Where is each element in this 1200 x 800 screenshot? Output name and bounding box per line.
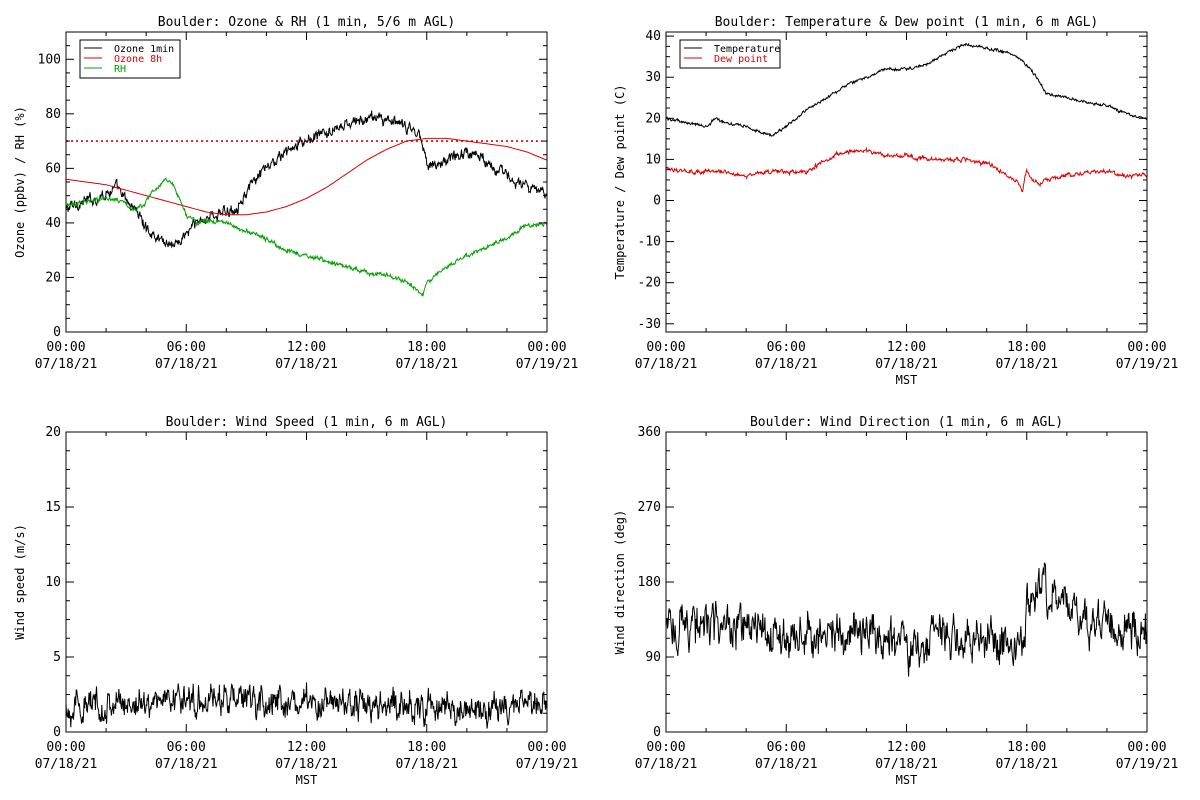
x-tick-date: 07/18/21	[755, 757, 818, 772]
y-tick-label: 0	[53, 325, 61, 340]
series-line-1	[66, 110, 547, 249]
legend-box	[79, 39, 181, 79]
x-tick-time: 00:00	[1127, 740, 1166, 755]
y-tick-label: 10	[645, 152, 661, 167]
x-tick-time: 12:00	[287, 740, 326, 755]
x-tick-time: 00:00	[527, 340, 566, 355]
x-tick-date: 07/18/21	[155, 357, 218, 372]
x-tick-date: 07/18/21	[635, 757, 698, 772]
legend-label: Dew point	[714, 54, 768, 65]
x-tick-date: 07/19/21	[1116, 757, 1179, 772]
x-tick-date: 07/18/21	[395, 757, 458, 772]
chart-panel-3: Boulder: Wind Speed (1 min, 6 m AGL) 0 5 10…	[13, 415, 578, 787]
plot-frame	[665, 431, 1148, 733]
chart-panel-2: Boulder: Temperature & Dew point (1 min,…	[613, 15, 1178, 387]
x-tick-time: 00:00	[646, 340, 685, 355]
x-tick-time: 06:00	[167, 340, 206, 355]
x-tick-time: 12:00	[287, 340, 326, 355]
y-tick-label: 10	[45, 575, 61, 590]
series-line-1	[666, 562, 1147, 677]
x-tick-time: 06:00	[167, 740, 206, 755]
x-tick-date: 07/18/21	[875, 357, 938, 372]
x-tick-date: 07/18/21	[995, 757, 1058, 772]
y-tick-label: 100	[38, 52, 61, 67]
chart-title: Boulder: Wind Speed (1 min, 6 m AGL)	[166, 415, 448, 430]
y-tick-label: 0	[53, 725, 61, 740]
chart-title: Boulder: Wind Direction (1 min, 6 m AGL)	[750, 415, 1063, 430]
y-tick-label: 20	[45, 425, 61, 440]
plot-frame	[665, 31, 1148, 333]
series-line-1	[66, 682, 547, 729]
y-tick-label: 0	[653, 725, 661, 740]
x-tick-date: 07/19/21	[516, 357, 579, 372]
x-tick-time: 12:00	[887, 740, 926, 755]
y-tick-label: 40	[45, 216, 61, 231]
x-tick-date: 07/18/21	[35, 757, 98, 772]
legend-label: RH	[114, 64, 126, 75]
x-tick-date: 07/18/21	[755, 357, 818, 372]
legend-box	[679, 39, 781, 69]
x-tick-date: 07/18/21	[875, 757, 938, 772]
x-tick-date: 07/18/21	[995, 357, 1058, 372]
chart-title: Boulder: Temperature & Dew point (1 min,…	[715, 15, 1099, 30]
chart-title: Boulder: Ozone & RH (1 min, 5/6 m AGL)	[158, 15, 455, 30]
x-tick-time: 00:00	[527, 740, 566, 755]
x-tick-time: 18:00	[407, 340, 446, 355]
y-axis-label: Ozone (ppbv) / RH (%)	[13, 106, 27, 258]
x-axis-label: MST	[896, 373, 918, 387]
y-tick-label: 30	[645, 70, 661, 85]
y-tick-label: 80	[45, 107, 61, 122]
x-tick-time: 00:00	[46, 740, 85, 755]
x-tick-date: 07/19/21	[1116, 357, 1179, 372]
x-tick-time: 18:00	[1007, 740, 1046, 755]
y-tick-label: 15	[45, 500, 61, 515]
y-tick-label: -30	[638, 317, 661, 332]
chart-panel-1: Boulder: Ozone & RH (1 min, 5/6 m AGL) 0 2…	[13, 15, 578, 372]
x-tick-date: 07/19/21	[516, 757, 579, 772]
x-tick-date: 07/18/21	[35, 357, 98, 372]
y-tick-label: 0	[653, 193, 661, 208]
x-tick-date: 07/18/21	[275, 757, 338, 772]
series-line-3	[66, 177, 547, 297]
chart-panel-4: Boulder: Wind Direction (1 min, 6 m AGL)…	[613, 415, 1178, 787]
x-tick-date: 07/18/21	[155, 757, 218, 772]
series-line-2	[66, 137, 547, 216]
y-tick-label: -20	[638, 276, 661, 291]
x-tick-time: 18:00	[407, 740, 446, 755]
x-tick-date: 07/18/21	[275, 357, 338, 372]
y-tick-label: 20	[645, 111, 661, 126]
x-tick-date: 07/18/21	[395, 357, 458, 372]
legend-label: Ozone 1min	[114, 44, 174, 55]
x-axis-label: MST	[296, 773, 318, 787]
y-tick-label: 5	[53, 650, 61, 665]
x-tick-time: 12:00	[887, 340, 926, 355]
y-tick-label: 270	[638, 500, 661, 515]
y-tick-label: 180	[638, 575, 661, 590]
x-tick-time: 06:00	[767, 740, 806, 755]
legend-label: Temperature	[714, 44, 780, 55]
x-axis-label: MST	[896, 773, 918, 787]
legend-label: Ozone 8h	[114, 54, 162, 65]
series-line-1	[666, 42, 1147, 137]
x-tick-time: 18:00	[1007, 340, 1046, 355]
y-axis-label: Wind speed (m/s)	[13, 524, 27, 640]
series-line-2	[666, 146, 1147, 193]
y-axis-label: Wind direction (deg)	[613, 510, 627, 655]
x-tick-time: 00:00	[46, 340, 85, 355]
x-tick-time: 06:00	[767, 340, 806, 355]
y-tick-label: 40	[645, 29, 661, 44]
y-tick-label: 20	[45, 270, 61, 285]
y-tick-label: 360	[638, 425, 661, 440]
y-axis-label: Temperature / Dew point (C)	[613, 84, 627, 279]
y-tick-label: 60	[45, 161, 61, 176]
x-tick-time: 00:00	[1127, 340, 1166, 355]
x-tick-date: 07/18/21	[635, 357, 698, 372]
x-tick-time: 00:00	[646, 740, 685, 755]
y-tick-label: 90	[645, 650, 661, 665]
y-tick-label: -10	[638, 235, 661, 250]
